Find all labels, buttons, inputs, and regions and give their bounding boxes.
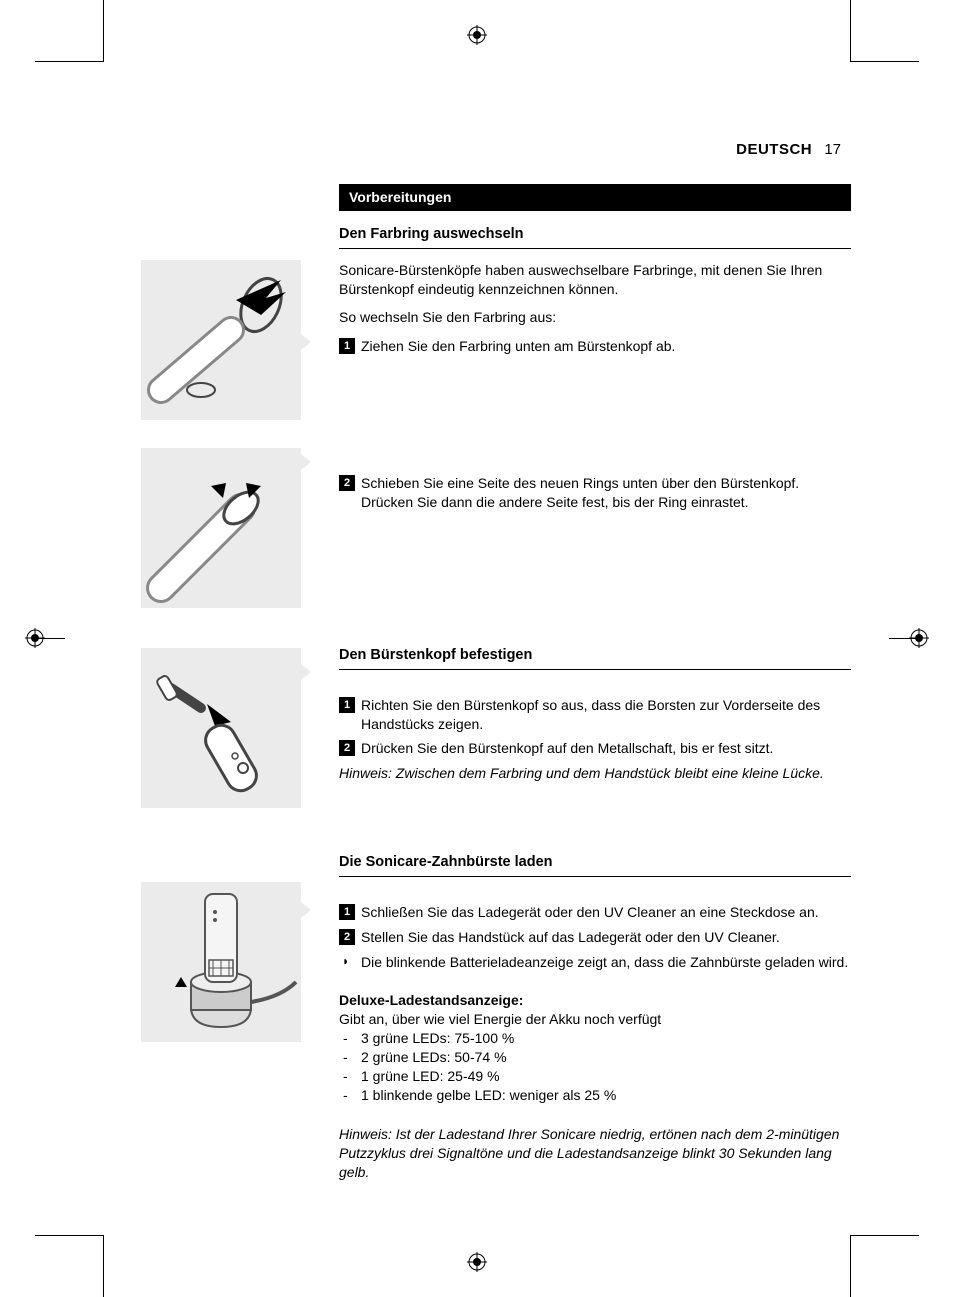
manual-page: DEUTSCH 17: [0, 0, 954, 1297]
content-area: DEUTSCH 17: [103, 140, 851, 1227]
step-number-badge: 1: [339, 338, 355, 354]
step-item: 2 Stellen Sie das Handstück auf das Lade…: [339, 928, 851, 947]
illustration-charger: [141, 882, 301, 1042]
deluxe-intro: Gibt an, über wie viel Energie der Akku …: [339, 1010, 851, 1029]
subheading-laden: Die Sonicare-Zahnbürste laden: [339, 853, 851, 877]
page-number: 17: [824, 141, 841, 158]
step-item: 2 Schieben Sie eine Seite des neuen Ring…: [339, 474, 851, 512]
step-text: Stellen Sie das Handstück auf das Ladege…: [361, 929, 780, 945]
body-text: Sonicare-Bürstenköpfe haben auswechselba…: [339, 261, 851, 299]
language-label: DEUTSCH: [736, 141, 812, 158]
registration-mark-icon: [25, 628, 45, 648]
section-title-bar: Vorbereitungen: [339, 184, 851, 211]
illustration-pointer-icon: [301, 454, 311, 470]
step-text: Drücken Sie den Bürstenkopf auf den Meta…: [361, 740, 773, 756]
subheading-buerstenkopf: Den Bürstenkopf befestigen: [339, 646, 851, 670]
list-item: 1 grüne LED: 25-49 %: [361, 1067, 851, 1086]
note-text: Hinweis: Ist der Ladestand Ihrer Sonicar…: [339, 1125, 851, 1182]
step-item: 2 Drücken Sie den Bürstenkopf auf den Me…: [339, 739, 851, 758]
deluxe-heading: Deluxe-Ladestandsanzeige:: [339, 991, 851, 1010]
note-text: Hinweis: Zwischen dem Farbring und dem H…: [339, 764, 851, 783]
page-header: DEUTSCH 17: [103, 140, 851, 160]
step-text: Schieben Sie eine Seite des neuen Rings …: [361, 475, 799, 510]
step-number-badge: 1: [339, 697, 355, 713]
registration-mark-icon: [467, 25, 487, 45]
step-number-badge: 1: [339, 904, 355, 920]
illustration-pull-ring: [141, 260, 301, 420]
registration-mark-icon: [909, 628, 929, 648]
bullet-item: Die blinkende Batterieladeanzeige zeigt …: [339, 953, 851, 972]
illustration-pointer-icon: [301, 902, 311, 918]
step-item: 1 Ziehen Sie den Farbring unten am Bürst…: [339, 337, 851, 356]
step-item: 1 Richten Sie den Bürstenkopf so aus, da…: [339, 696, 851, 734]
registration-mark-icon: [467, 1252, 487, 1272]
step-number-badge: 2: [339, 475, 355, 491]
step-item: 1 Schließen Sie das Ladegerät oder den U…: [339, 903, 851, 922]
step-text: Ziehen Sie den Farbring unten am Bürsten…: [361, 338, 675, 354]
list-item: 1 blinkende gelbe LED: weniger als 25 %: [361, 1086, 851, 1105]
step-number-badge: 2: [339, 740, 355, 756]
led-list: 3 grüne LEDs: 75-100 % 2 grüne LEDs: 50-…: [339, 1029, 851, 1105]
list-item: 2 grüne LEDs: 50-74 %: [361, 1048, 851, 1067]
body-text: So wechseln Sie den Farbring aus:: [339, 308, 851, 327]
list-item: 3 grüne LEDs: 75-100 %: [361, 1029, 851, 1048]
illustration-push-ring: [141, 448, 301, 608]
step-text: Richten Sie den Bürstenkopf so aus, dass…: [361, 697, 820, 732]
illustration-pointer-icon: [301, 334, 311, 350]
illustration-pointer-icon: [301, 664, 311, 680]
step-number-badge: 2: [339, 929, 355, 945]
illustration-attach-head: [141, 648, 301, 808]
subheading-farbring: Den Farbring auswechseln: [339, 225, 851, 249]
bullet-text: Die blinkende Batterieladeanzeige zeigt …: [361, 954, 848, 970]
step-text: Schließen Sie das Ladegerät oder den UV …: [361, 904, 819, 920]
main-text-column: Vorbereitungen Den Farbring auswechseln …: [301, 184, 851, 1181]
